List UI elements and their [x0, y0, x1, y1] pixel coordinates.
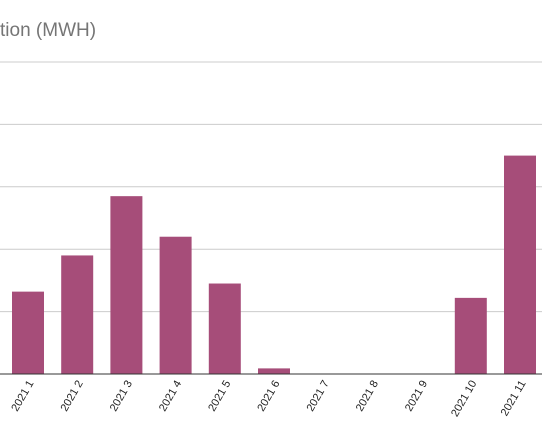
x-tick-label: 2021 3 [108, 379, 135, 414]
bar-2021-6 [258, 368, 290, 374]
bar-2021-1 [12, 291, 44, 374]
x-tick-label: 2021 6 [255, 379, 282, 414]
x-tick-label: 2021 8 [354, 379, 381, 414]
x-tick-label: 2021 9 [403, 379, 430, 414]
x-tick-label: 2021 11 [499, 379, 529, 419]
x-tick-label: 2021 5 [206, 379, 233, 414]
bar-2021-3 [110, 196, 143, 374]
bars [12, 155, 536, 374]
x-tick-label: 2021 7 [305, 379, 332, 414]
x-tick-label: 2021 2 [59, 379, 86, 414]
x-tick-label: 2021 10 [449, 379, 479, 419]
bar-2021-10 [454, 297, 487, 374]
bar-2021-2 [61, 255, 94, 374]
x-tick-labels: 2021 1 2021 2 2021 3 2021 4 2021 5 2021 6 2021… [9, 379, 528, 419]
bar-2021-4 [159, 236, 192, 374]
x-tick-label: 2021 4 [157, 379, 184, 414]
gridlines [0, 61, 542, 313]
chart-title: tion (MWH) [0, 20, 97, 41]
bar-2021-11 [504, 155, 536, 374]
x-tick-label: 2021 1 [9, 379, 36, 414]
bar-2021-5 [208, 283, 241, 374]
